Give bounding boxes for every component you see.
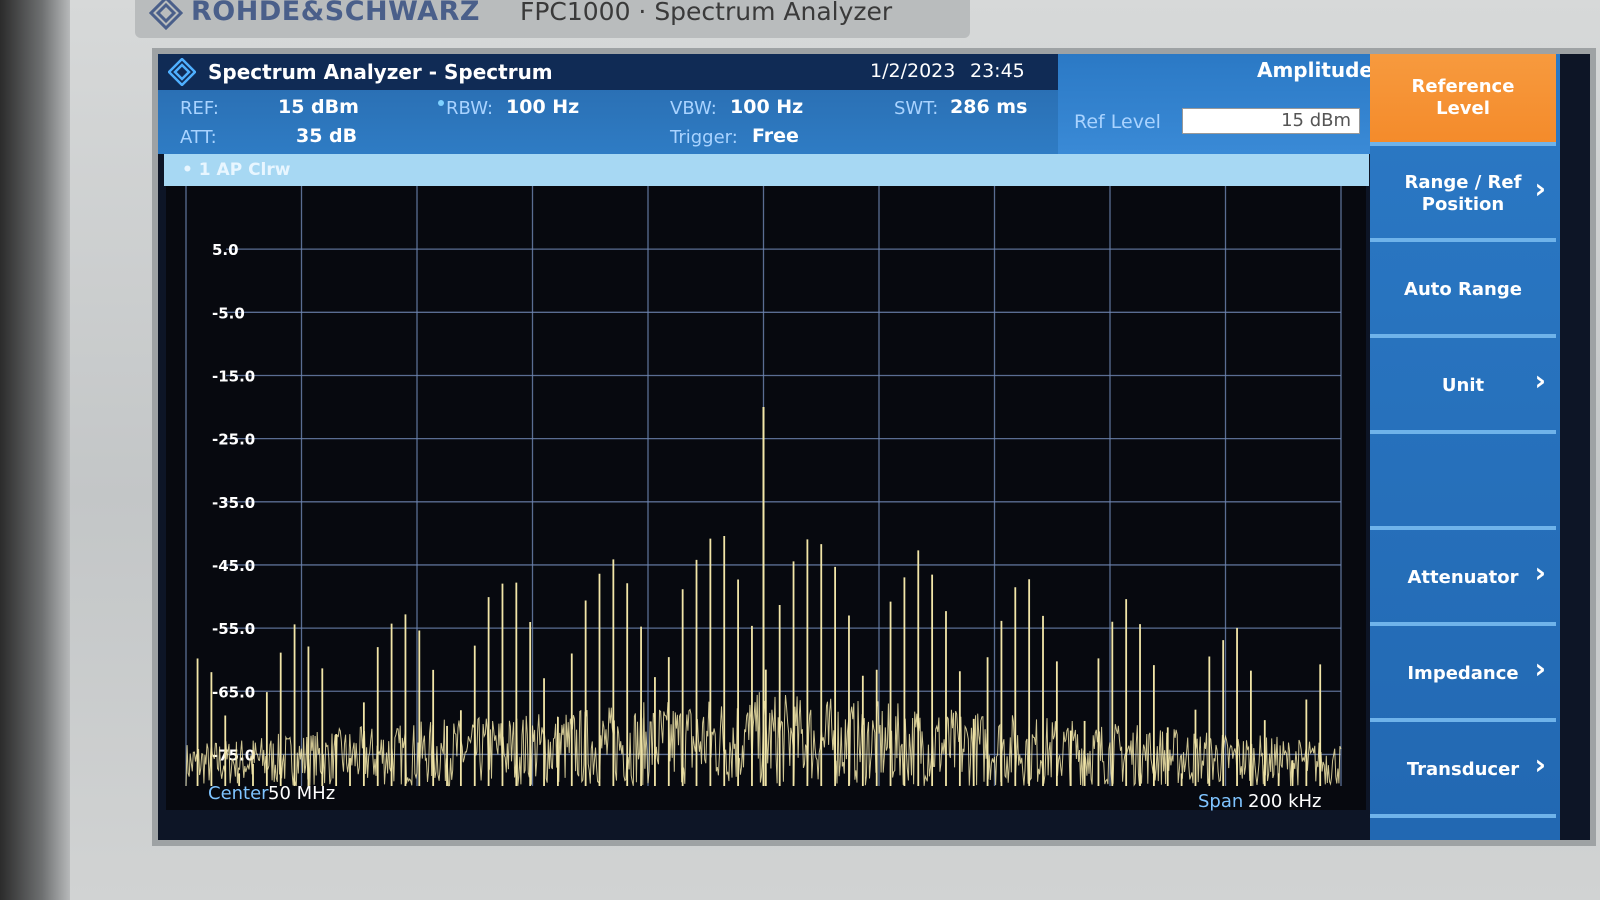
y-tick-label: -35.0 [212,494,255,512]
swt-value[interactable]: 286 ms [950,96,1028,118]
title-bar: Spectrum Analyzer - Spectrum [158,54,1058,90]
spectrum-plot[interactable]: 5.0 -5.0 -15.0 -25.0 -35.0 -45.0 -55.0 -65.0 -75… [166,186,1366,810]
softkey-range-ref-position[interactable]: Range / Ref Position › [1370,150,1556,242]
y-tick-label: -5.0 [212,304,245,322]
chevron-right-icon: › [1534,556,1546,589]
softkey-label: Unit [1441,375,1485,396]
softkey-label: Auto Range [1404,279,1522,300]
softkey-impedance[interactable]: Impedance › [1370,630,1556,722]
device-label: ROHDE&SCHWARZ FPC1000 · Spectrum Analyze… [135,0,970,38]
time: 23:45 [970,60,1025,82]
trigger-value[interactable]: Free [752,125,799,147]
trace-info-bar: • 1 AP Clrw [164,154,1369,186]
ref-value[interactable]: 15 dBm [278,96,359,118]
brand-name: ROHDE&SCHWARZ [191,0,480,27]
bezel-edge [0,0,70,900]
ref-level-label: Ref Level [1074,111,1161,133]
y-tick-label: -75.0 [212,746,255,764]
y-tick-label: -15.0 [212,367,255,385]
ref-label: REF: [180,98,219,119]
softkey-label: Reference Level [1411,76,1515,119]
analyzer-screen: Spectrum Analyzer - Spectrum 1/2/2023 23… [158,54,1590,840]
amplitude-panel: Amplitude Ref Level 15 dBm [1058,54,1393,154]
softkey-label: Transducer [1406,759,1520,780]
spectrum-svg: 5.0 -5.0 -15.0 -25.0 -35.0 -45.0 -55.0 -65.0 -75… [185,186,1342,787]
y-tick-label: -55.0 [212,620,255,638]
trace-label: • 1 AP Clrw [182,160,291,180]
chevron-right-icon: › [1534,748,1546,781]
softkey-label: Attenuator [1407,567,1519,588]
date: 1/2/2023 [870,60,956,82]
rbw-indicator-dot [438,100,444,106]
app-title: Spectrum Analyzer - Spectrum [208,60,553,84]
model-name: FPC1000 · Spectrum Analyzer [519,0,893,26]
softkey-unit[interactable]: Unit › [1370,342,1556,434]
softkey-reference-level[interactable]: Reference Level [1370,54,1556,146]
app-logo-icon [168,58,196,86]
span-label: Span [1198,791,1244,812]
rbw-value[interactable]: 100 Hz [506,96,580,118]
swt-label: SWT: [894,98,939,119]
vbw-value[interactable]: 100 Hz [730,96,804,118]
chevron-right-icon: › [1534,172,1546,205]
rbw-label: RBW: [446,98,494,119]
span-value[interactable]: 200 kHz [1248,791,1322,812]
measurement-header: Spectrum Analyzer - Spectrum 1/2/2023 23… [158,54,1058,154]
att-label: ATT: [180,127,217,148]
y-tick-label: -65.0 [212,683,255,701]
softkey-label: Range / Ref Position [1404,172,1522,215]
softkey-empty[interactable] [1370,438,1556,530]
center-value[interactable]: 50 MHz [268,783,336,804]
chevron-right-icon: › [1534,652,1546,685]
trigger-label: Trigger: [670,127,738,148]
chevron-right-icon: › [1534,364,1546,397]
rs-logo-icon [149,0,183,30]
center-label: Center [208,783,269,804]
softkey-label: Impedance [1407,663,1519,684]
att-value[interactable]: 35 dB [296,125,358,147]
y-tick-label: -25.0 [212,431,255,449]
softkey-panel: Reference Level Range / Ref Position › Au… [1370,54,1560,840]
vbw-label: VBW: [670,98,717,119]
y-tick-label: -45.0 [212,557,255,575]
softkey-transducer[interactable]: Transducer › [1370,726,1556,818]
amplitude-title: Amplitude [1256,58,1373,82]
ref-level-input[interactable]: 15 dBm [1182,108,1360,134]
softkey-attenuator[interactable]: Attenuator › [1370,534,1556,626]
y-tick-label: 5.0 [212,241,239,259]
softkey-auto-range[interactable]: Auto Range [1370,246,1556,338]
